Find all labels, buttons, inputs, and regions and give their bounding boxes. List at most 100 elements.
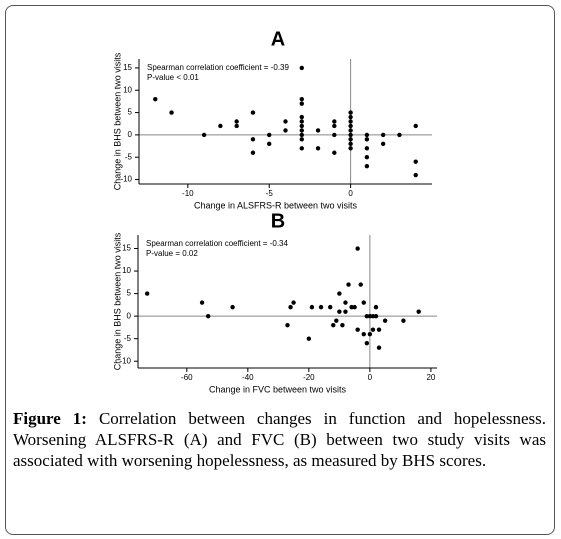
data-point (299, 114, 304, 120)
x-tick-label: -10 (182, 189, 194, 198)
data-point (332, 119, 337, 124)
x-axis-label: Change in ALSFRS-R between two visits (194, 200, 358, 210)
y-axis-label: Change in BHS between two visits (112, 52, 122, 190)
data-point (153, 96, 158, 102)
annotation: P-value = 0.02 (146, 249, 198, 258)
data-point (299, 101, 304, 106)
y-tick-label: -10 (120, 175, 132, 184)
y-axis-label: Change in BHS between two visits (112, 232, 122, 370)
data-point (364, 132, 370, 138)
data-point (346, 282, 351, 287)
data-point (380, 132, 386, 138)
caption: Figure 1: Correlation between changes in… (13, 408, 546, 471)
data-point (337, 291, 342, 296)
data-point (332, 132, 337, 138)
data-point (397, 132, 402, 138)
y-tick-label: 0 (127, 311, 132, 320)
data-point (199, 300, 205, 305)
y-tick-label: -5 (125, 152, 133, 161)
chart-title: B (271, 210, 285, 232)
y-tick-label: 15 (123, 63, 132, 72)
data-point (364, 155, 370, 160)
x-tick-label: -20 (303, 373, 315, 382)
data-point (299, 65, 304, 71)
x-tick-label: -5 (266, 189, 274, 198)
data-point (250, 137, 256, 142)
y-tick-label: -5 (124, 334, 132, 343)
chart-title: A (271, 28, 285, 50)
data-point (285, 322, 290, 328)
data-point (343, 309, 348, 314)
data-point (291, 300, 296, 305)
data-point (364, 146, 370, 151)
figure-frame (5, 5, 555, 535)
annotation: Spearman correlation coefficient = -0.39 (147, 63, 289, 72)
data-point (348, 123, 353, 129)
data-point (416, 309, 421, 314)
data-point (144, 291, 150, 296)
data-point (315, 146, 321, 151)
data-point (373, 313, 379, 319)
data-point (328, 304, 333, 310)
x-tick-label: -60 (181, 373, 193, 382)
data-point (299, 137, 304, 142)
data-point (348, 141, 353, 147)
data-point (299, 146, 304, 151)
data-point (370, 327, 376, 332)
data-point (413, 159, 418, 164)
data-point (299, 96, 304, 102)
data-point (340, 322, 345, 328)
y-tick-label: 5 (128, 108, 133, 117)
data-point (376, 345, 382, 350)
data-point (367, 313, 373, 319)
y-tick-label: 15 (122, 244, 131, 253)
data-point (413, 172, 418, 178)
y-tick-label: 0 (128, 130, 133, 139)
data-point (364, 313, 370, 319)
caption-text: Correlation between changes in function … (13, 409, 546, 470)
data-point (306, 336, 312, 341)
data-point (382, 318, 388, 323)
data-point (348, 146, 353, 151)
figure: A -10 -5 0 -10 -5 0 5 10 15 Change in ALSFRS-R bet… (112, 28, 437, 394)
data-point (361, 300, 366, 305)
data-point (348, 110, 353, 115)
data-point (367, 331, 373, 337)
data-point (299, 128, 304, 133)
data-point (380, 141, 386, 147)
annotation: Spearman correlation coefficient = -0.34 (146, 239, 288, 248)
data-point (348, 132, 353, 138)
data-point (332, 123, 337, 129)
y-tick-label: -10 (119, 356, 131, 365)
x-tick-label: 0 (368, 373, 373, 382)
data-point (267, 141, 272, 147)
data-point (288, 304, 293, 310)
data-point (355, 246, 360, 251)
data-point (201, 132, 207, 138)
data-point (373, 304, 379, 310)
annotation: P-value < 0.01 (147, 73, 199, 82)
data-point (218, 123, 223, 129)
data-point (343, 300, 348, 305)
x-tick-label: 20 (426, 373, 435, 382)
data-point (370, 313, 376, 319)
data-point (267, 132, 272, 138)
data-point (334, 318, 339, 323)
y-tick-label: 10 (122, 266, 131, 275)
data-point (401, 318, 406, 323)
data-point (331, 322, 336, 328)
y-tick-label: 10 (123, 85, 132, 94)
data-point (283, 119, 288, 124)
data-point (169, 110, 174, 115)
y-tick-label: 5 (127, 289, 132, 298)
data-point (230, 304, 235, 310)
data-point (332, 150, 337, 155)
data-point (361, 331, 366, 337)
data-point (234, 119, 239, 124)
data-point (315, 128, 321, 133)
data-point (318, 304, 324, 310)
data-point (364, 137, 370, 142)
data-point (348, 114, 353, 120)
data-point (299, 132, 304, 138)
